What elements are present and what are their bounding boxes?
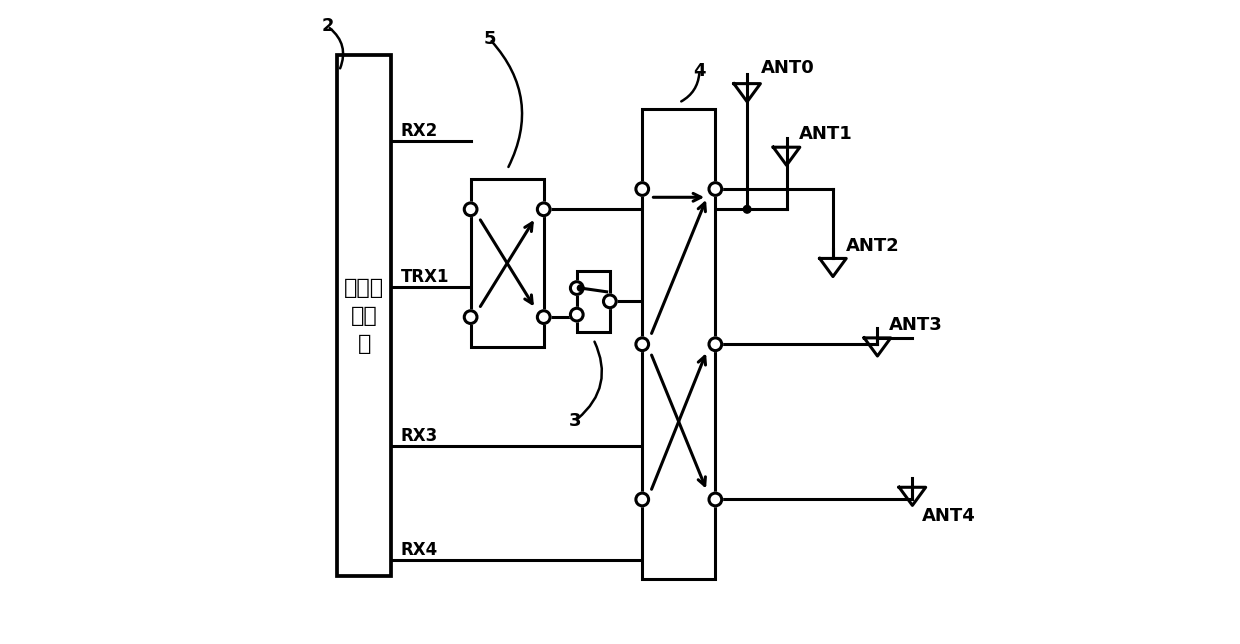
Text: 射频前
端模
块: 射频前 端模 块: [343, 278, 384, 354]
Text: RX4: RX4: [401, 541, 438, 559]
Circle shape: [636, 493, 649, 506]
Circle shape: [578, 285, 584, 291]
Bar: [577, 271, 610, 332]
Circle shape: [464, 311, 477, 323]
Text: RX2: RX2: [401, 122, 438, 140]
Bar: [471, 179, 543, 347]
Bar: [642, 109, 715, 580]
Circle shape: [570, 308, 583, 321]
Circle shape: [604, 295, 616, 308]
Circle shape: [709, 338, 722, 350]
Text: ANT2: ANT2: [846, 237, 899, 255]
Text: 5: 5: [484, 30, 496, 48]
Text: ANT1: ANT1: [800, 126, 853, 144]
Circle shape: [709, 493, 722, 506]
Text: RX3: RX3: [401, 427, 438, 445]
Text: ANT3: ANT3: [889, 316, 942, 334]
Circle shape: [537, 203, 551, 216]
Circle shape: [636, 183, 649, 195]
Text: TRX1: TRX1: [401, 268, 449, 286]
Circle shape: [636, 338, 649, 350]
Circle shape: [709, 183, 722, 195]
Text: 2: 2: [321, 17, 334, 35]
Text: ANT4: ANT4: [923, 507, 976, 525]
Text: ANT0: ANT0: [761, 59, 815, 77]
Circle shape: [464, 203, 477, 216]
Bar: [337, 55, 391, 576]
Circle shape: [743, 205, 751, 213]
Text: 4: 4: [693, 62, 706, 80]
Circle shape: [570, 281, 583, 294]
Circle shape: [537, 311, 551, 323]
Text: 3: 3: [569, 412, 582, 430]
